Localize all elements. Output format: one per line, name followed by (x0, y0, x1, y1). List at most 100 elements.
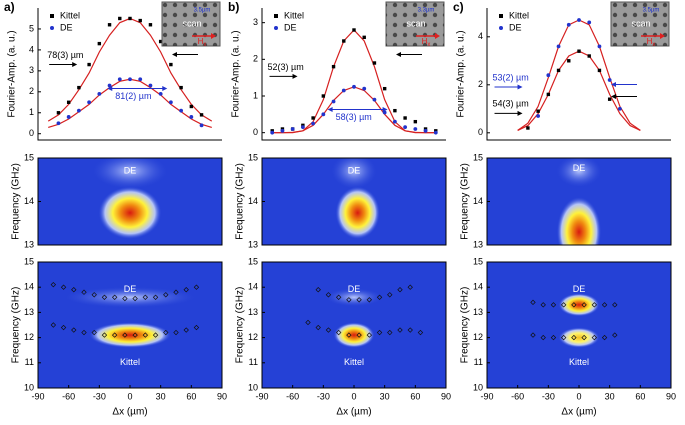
y-tick-label: 13 (248, 239, 258, 249)
mode-marker (530, 299, 536, 306)
heatmap-blobs (326, 288, 382, 348)
mode-marker (163, 329, 169, 336)
width-annotation: 52(3) µm (268, 62, 304, 72)
mode-marker (376, 329, 383, 336)
de-point (362, 86, 367, 91)
y-axis-label: Fourier-Amp. (a. u.) (231, 30, 242, 117)
mode-marker (612, 302, 618, 308)
de-point (179, 108, 184, 113)
kittel-point (413, 119, 418, 124)
y-tick-label: 14 (248, 282, 258, 292)
intensity-blob (556, 158, 602, 187)
inset-scan: scan (182, 18, 201, 28)
intensity-blob (333, 322, 375, 348)
y-tick-label: 15 (473, 152, 483, 162)
mode-marker (111, 294, 118, 300)
intensity-blob (93, 158, 167, 189)
inset-field: Hx (647, 37, 656, 47)
de-point (128, 77, 132, 82)
width-annotation: 54(3) µm (493, 99, 529, 109)
y-tick-label: 14 (473, 282, 483, 292)
kittel-point (97, 41, 102, 46)
kittel-point (526, 126, 530, 130)
axes (37, 8, 222, 141)
de-point (577, 18, 581, 22)
mode-marker (540, 334, 546, 341)
axes (486, 8, 671, 141)
de-point (372, 97, 377, 102)
heatmap-blobs (65, 287, 195, 348)
arrow-head (517, 110, 523, 116)
legend-marker (274, 26, 278, 30)
y-tick-label: 12 (473, 332, 483, 342)
legend-marker (50, 14, 54, 18)
kittel-point (372, 61, 377, 65)
mode-marker (387, 329, 393, 336)
mode-marker (366, 297, 373, 303)
mode-marker (142, 332, 149, 338)
mode-marker (50, 322, 57, 328)
x-tick-label: 0 (127, 391, 132, 401)
de-point (138, 77, 143, 82)
kittel-point (577, 49, 581, 53)
de-point (536, 114, 541, 118)
mode-marker (591, 302, 598, 308)
y-axis-label: Frequency (GHz) (11, 287, 22, 364)
de-point (76, 108, 81, 113)
mode-marker (183, 287, 189, 293)
kittel-point (546, 92, 551, 97)
x-tick-label: -90 (31, 391, 44, 401)
arrow-head (396, 52, 401, 58)
y-tick-label: 1 (253, 90, 258, 100)
y-tick-label: 14 (473, 196, 483, 206)
intensity-blob (558, 293, 600, 317)
y-tick-label: 0 (253, 127, 258, 137)
y-tick-label: 2 (478, 79, 483, 89)
mode-marker (305, 319, 311, 326)
x-tick-label: 30 (380, 391, 390, 401)
inset-scale: 3.5µm (194, 8, 211, 14)
mode-label: DE (573, 284, 586, 294)
x-tick-label: 90 (666, 391, 676, 401)
y-tick-label: 13 (473, 307, 483, 317)
mode-marker (612, 332, 618, 338)
kittel-point (597, 68, 602, 73)
kittel-point (199, 113, 204, 117)
mode-marker (417, 329, 424, 336)
de-point (617, 106, 622, 111)
kittel-point (87, 62, 91, 67)
y-axis-label: Frequency (GHz) (235, 287, 246, 364)
y-tick-label: 10 (473, 382, 483, 392)
mode-marker (356, 332, 362, 338)
field-arrow-head (435, 33, 440, 39)
kittel-point (587, 54, 591, 58)
kittel-point (77, 85, 81, 90)
legend-label: DE (284, 22, 297, 32)
mode-marker (530, 332, 536, 338)
mode-marker (81, 289, 87, 295)
mode-marker (325, 327, 332, 333)
mode-marker (346, 332, 352, 338)
mode-label: DE (573, 163, 586, 173)
width-annotation: 81(2) µm (115, 91, 151, 101)
mode-marker (152, 294, 159, 300)
mode-marker (397, 327, 403, 333)
x-tick-label: -60 (62, 391, 75, 401)
mode-marker (122, 295, 128, 302)
arrow-head (292, 73, 298, 79)
panel-label: c) (453, 0, 464, 14)
y-tick-label: 4 (478, 31, 483, 41)
kittel-point (403, 116, 407, 120)
kittel-point (311, 116, 315, 120)
mode-marker (81, 329, 87, 336)
arrow-head (611, 93, 616, 99)
y-tick-label: 2 (29, 86, 34, 96)
y-axis-label: Frequency (GHz) (235, 163, 246, 240)
y-tick-label: 10 (248, 382, 258, 392)
de-point (189, 115, 194, 119)
de-point (433, 130, 438, 135)
y-tick-label: 5 (29, 23, 34, 33)
de-point (392, 119, 397, 124)
x-tick-label: 0 (576, 391, 581, 401)
